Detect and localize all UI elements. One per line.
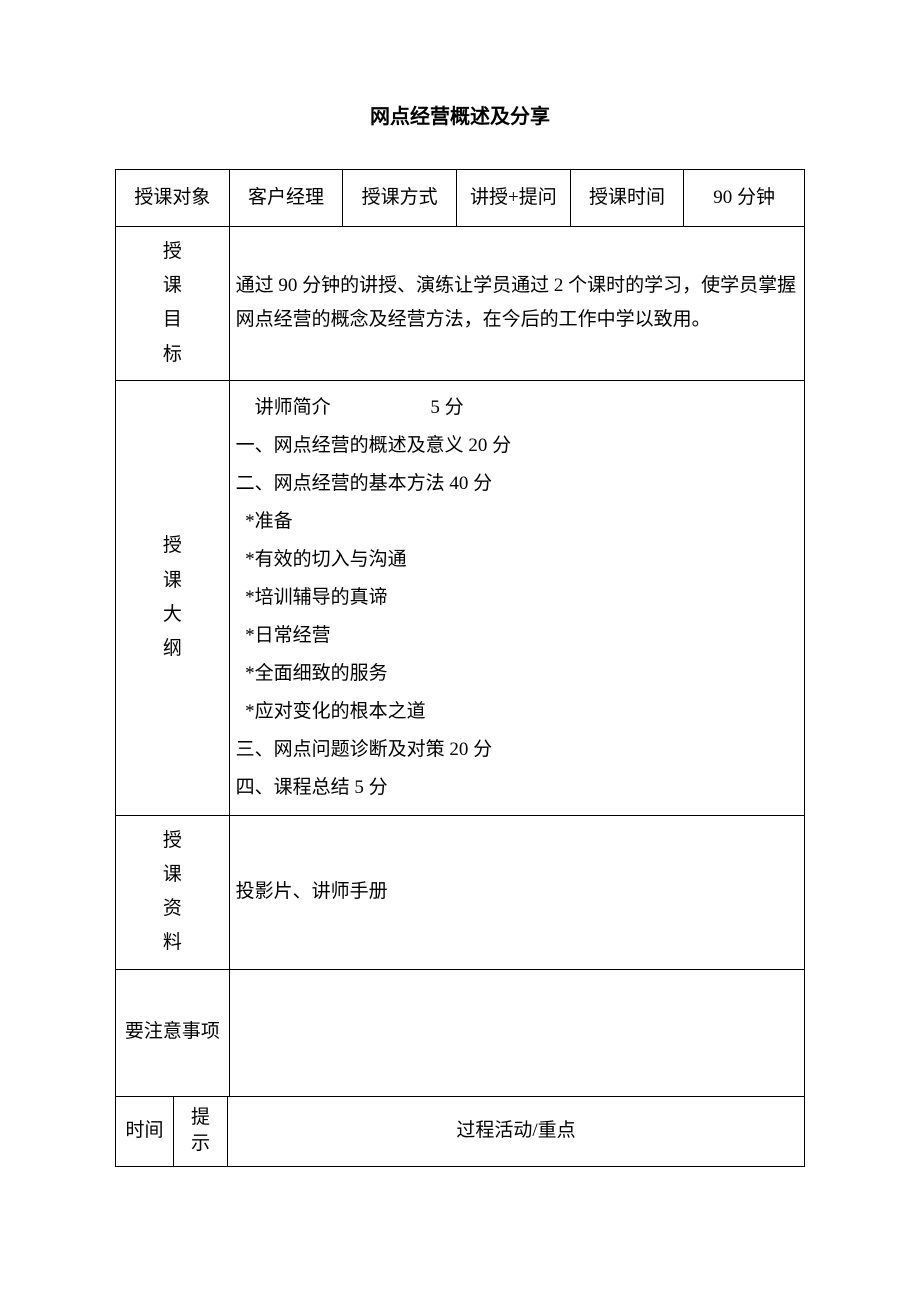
tip-header: 提 示: [174, 1097, 228, 1167]
outline-line: *应对变化的根本之道: [236, 693, 798, 731]
outline-line: *准备: [236, 503, 798, 541]
outline-label: 授 课 大 纲: [116, 380, 230, 815]
table-row: 授 课 目 标 通过 90 分钟的讲授、演练让学员通过 2 个课时的学习，使学员…: [116, 227, 805, 381]
outline-content: 讲师简介 5 分 一、网点经营的概述及意义 20 分 二、网点经营的基本方法 4…: [229, 380, 804, 815]
outline-line: 讲师简介 5 分: [236, 389, 798, 427]
outline-line: 二、网点经营的基本方法 40 分: [236, 465, 798, 503]
table-row: 要注意事项: [116, 969, 805, 1096]
table-row: 时间 提 示 过程活动/重点: [116, 1097, 805, 1167]
outline-line: 四、课程总结 5 分: [236, 769, 798, 807]
outline-line: *全面细致的服务: [236, 655, 798, 693]
outline-line: 三、网点问题诊断及对策 20 分: [236, 731, 798, 769]
method-value: 讲授+提问: [457, 170, 571, 227]
table-row: 授 课 大 纲 讲师简介 5 分 一、网点经营的概述及意义 20 分 二、网点经…: [116, 380, 805, 815]
method-label: 授课方式: [343, 170, 457, 227]
goal-label: 授 课 目 标: [116, 227, 230, 381]
process-table: 时间 提 示 过程活动/重点: [115, 1097, 805, 1167]
outline-line: *培训辅导的真谛: [236, 579, 798, 617]
duration-value: 90 分钟: [684, 170, 805, 227]
time-header: 时间: [116, 1097, 174, 1167]
lesson-plan-table: 授课对象 客户经理 授课方式 讲授+提问 授课时间 90 分钟 授 课 目 标 …: [115, 169, 805, 1097]
outline-line: 一、网点经营的概述及意义 20 分: [236, 427, 798, 465]
materials-text: 投影片、讲师手册: [229, 815, 804, 969]
page-title: 网点经营概述及分享: [115, 100, 805, 129]
table-row: 授 课 资 料 投影片、讲师手册: [116, 815, 805, 969]
outline-line: *有效的切入与沟通: [236, 541, 798, 579]
audience-value: 客户经理: [229, 170, 343, 227]
document-page: 网点经营概述及分享 授课对象 客户经理 授课方式 讲授+提问 授课时间 90 分…: [0, 0, 920, 1167]
notes-label: 要注意事项: [116, 969, 230, 1096]
duration-label: 授课时间: [570, 170, 684, 227]
goal-text: 通过 90 分钟的讲授、演练让学员通过 2 个课时的学习，使学员掌握网点经营的概…: [229, 227, 804, 381]
outline-line: *日常经营: [236, 617, 798, 655]
audience-label: 授课对象: [116, 170, 230, 227]
notes-text: [229, 969, 804, 1096]
process-header: 过程活动/重点: [228, 1097, 805, 1167]
table-row: 授课对象 客户经理 授课方式 讲授+提问 授课时间 90 分钟: [116, 170, 805, 227]
materials-label: 授 课 资 料: [116, 815, 230, 969]
